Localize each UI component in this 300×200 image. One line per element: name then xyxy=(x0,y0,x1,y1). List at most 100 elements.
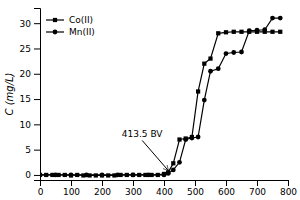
y-axis-tick-mark xyxy=(34,124,40,125)
y-axis-tick-label: 0 xyxy=(25,170,31,180)
point xyxy=(183,137,188,142)
x-axis-tick-mark xyxy=(257,180,258,186)
x-axis-tick: 500 xyxy=(187,180,204,197)
annotation: 413.5 BV xyxy=(122,129,164,139)
point xyxy=(231,50,236,55)
point xyxy=(239,30,243,34)
point xyxy=(69,173,74,178)
y-axis-tick-label: 30 xyxy=(20,19,32,29)
x-axis-tick-label: 700 xyxy=(249,187,266,197)
point xyxy=(216,66,221,71)
point xyxy=(196,89,200,93)
point xyxy=(202,98,207,103)
point xyxy=(100,173,104,177)
x-axis-tick-label: 100 xyxy=(63,187,80,197)
y-axis-tick: 5 xyxy=(25,145,40,155)
y-axis-tick: 15 xyxy=(20,94,40,104)
y-axis-tick-mark xyxy=(34,23,40,24)
point xyxy=(40,173,42,177)
chart: 0 100 200 300 400 500 600 700 800 0 5 10 15 20 25 30 413… xyxy=(0,0,300,200)
point xyxy=(69,173,73,177)
point xyxy=(177,160,182,165)
point xyxy=(166,171,171,176)
y-axis-tick: 20 xyxy=(20,69,40,79)
point xyxy=(239,50,244,55)
legend-label: Mn(II) xyxy=(69,27,95,37)
legend: Co(II) Mn(II) xyxy=(46,15,95,37)
y-axis-title: C (mg/L) xyxy=(4,73,15,116)
point xyxy=(100,173,105,178)
x-axis-tick: 800 xyxy=(280,180,297,197)
point xyxy=(278,30,282,34)
x-axis-tick: 300 xyxy=(125,180,142,197)
y-axis-tick-label: 15 xyxy=(20,94,31,104)
point xyxy=(270,16,275,21)
point xyxy=(216,31,220,35)
point xyxy=(262,27,267,32)
x-axis-tick-label: 600 xyxy=(218,187,235,197)
y-axis-tick-mark xyxy=(34,99,40,100)
point xyxy=(270,30,274,34)
x-axis-tick-mark xyxy=(195,180,196,186)
x-axis: 0 100 200 300 400 500 600 700 800 xyxy=(38,180,298,197)
legend-item: Co(II) xyxy=(46,15,93,25)
point xyxy=(162,173,167,178)
point xyxy=(171,167,176,172)
annotation-arrow xyxy=(142,140,168,170)
point xyxy=(84,173,89,178)
x-axis-tick: 700 xyxy=(249,180,266,197)
x-axis-tick-label: 500 xyxy=(187,187,204,197)
x-axis-tick-label: 300 xyxy=(125,187,142,197)
y-axis-tick-label: 25 xyxy=(20,44,31,54)
series-line xyxy=(40,18,280,175)
series-line xyxy=(40,32,280,176)
point xyxy=(208,69,213,74)
y-axis-tick-label: 5 xyxy=(25,145,31,155)
x-axis-line xyxy=(41,181,289,187)
legend-marker xyxy=(53,30,58,35)
x-axis-tick-mark xyxy=(164,180,165,186)
x-axis-tick: 200 xyxy=(94,180,111,197)
point xyxy=(146,173,151,178)
marks xyxy=(40,16,283,178)
y-axis-tick-label: 20 xyxy=(20,69,32,79)
point xyxy=(278,16,283,21)
x-axis-tick-mark xyxy=(133,180,134,186)
x-axis-tick-label: 200 xyxy=(94,187,111,197)
y-axis-line xyxy=(34,9,41,181)
point xyxy=(177,137,181,141)
x-axis-tick-label: 800 xyxy=(280,187,297,197)
point xyxy=(171,161,175,165)
x-axis-tick-label: 0 xyxy=(38,187,44,197)
y-axis-tick-mark xyxy=(34,175,40,176)
point xyxy=(53,173,58,178)
y-axis-tick-label: 10 xyxy=(20,120,32,130)
point xyxy=(190,136,195,141)
point xyxy=(131,173,135,177)
y-axis-tick: 30 xyxy=(20,19,40,29)
point xyxy=(202,62,206,66)
point xyxy=(196,135,201,140)
point xyxy=(224,51,229,56)
point xyxy=(247,28,252,33)
x-axis-tick-mark xyxy=(226,180,227,186)
legend-marker xyxy=(53,18,57,22)
point xyxy=(232,30,236,34)
x-axis-tick-mark xyxy=(102,180,103,186)
y-axis-tick: 25 xyxy=(20,44,40,54)
point xyxy=(115,173,120,178)
point xyxy=(224,30,228,34)
x-axis-tick: 400 xyxy=(156,180,173,197)
legend-label: Co(II) xyxy=(69,15,93,25)
y-axis-tick-mark xyxy=(34,150,40,151)
point xyxy=(208,56,212,60)
x-axis-tick-mark xyxy=(71,180,72,186)
y-axis-tick-mark xyxy=(34,74,40,75)
point xyxy=(255,28,260,33)
plot-area: 0 100 200 300 400 500 600 700 800 0 5 10 15 20 25 30 413… xyxy=(20,9,298,198)
x-axis-tick: 600 xyxy=(218,180,235,197)
y-axis-tick-mark xyxy=(34,48,40,49)
y-axis-tick: 10 xyxy=(20,120,40,130)
x-axis-tick: 0 xyxy=(38,180,44,197)
point xyxy=(131,173,136,178)
